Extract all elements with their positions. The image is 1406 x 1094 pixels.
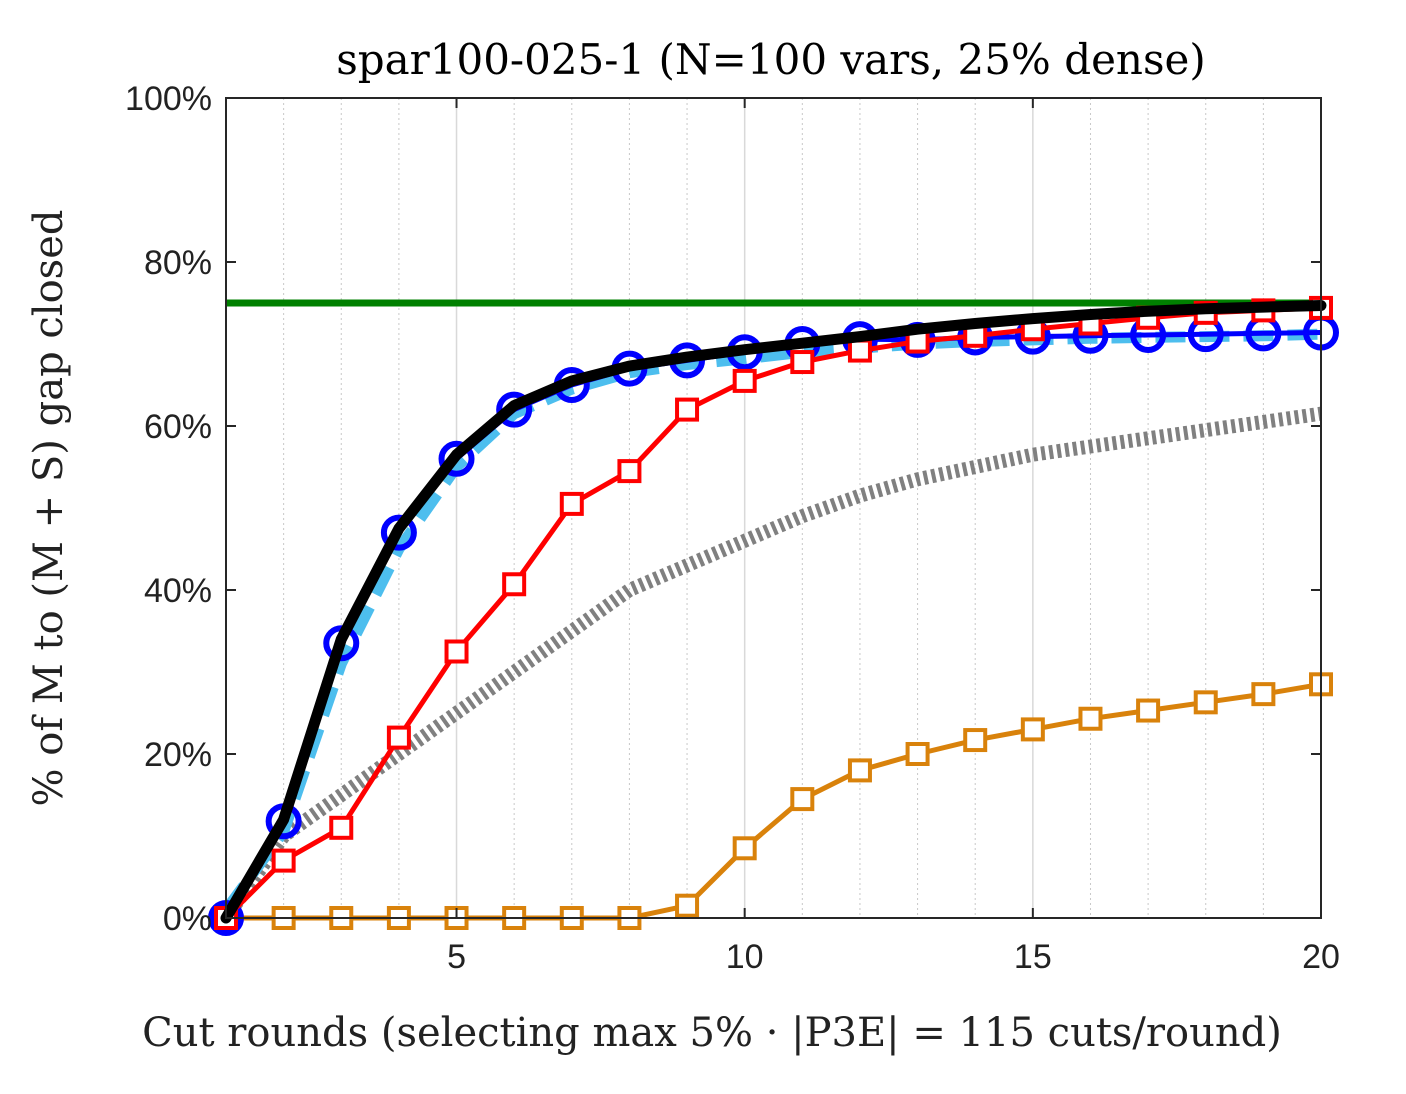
y-axis-label: % of M to (M + S) gap closed (26, 210, 72, 807)
square-marker (1251, 682, 1276, 707)
y-tick-label: 80% (144, 244, 212, 282)
square-marker (444, 639, 469, 664)
x-tick-label: 15 (1014, 938, 1052, 976)
square-marker (502, 572, 527, 597)
square-marker (617, 459, 642, 484)
y-tick-label: 100% (125, 80, 212, 118)
square-marker (732, 836, 757, 861)
square-marker (963, 728, 988, 753)
x-tick-label: 20 (1302, 938, 1340, 976)
plot-frame (225, 97, 1322, 919)
circle-marker (438, 440, 475, 477)
y-tick-label: 60% (144, 408, 212, 446)
y-tick-label: 20% (144, 736, 212, 774)
circle-marker (380, 514, 417, 551)
ticks: 5 10 15 20 0% 20% 40% 60% 80% 100% (125, 80, 1340, 976)
square-marker (386, 725, 411, 750)
square-marker (329, 815, 354, 840)
y-tick-label: 40% (144, 572, 212, 610)
x-axis-label: Cut rounds (selecting max 5% · |P3E| = 1… (142, 1010, 1282, 1056)
circle-marker (496, 391, 533, 428)
series-layer (208, 295, 1339, 936)
y-tick-label: 0% (163, 900, 212, 938)
square-marker (1193, 690, 1218, 715)
chart-title: spar100-025-1 (N=100 vars, 25% dense) (336, 35, 1206, 84)
series-line-gray-dotted-thick (220, 406, 1322, 923)
square-marker (1078, 706, 1103, 731)
square-marker (732, 368, 757, 393)
square-marker (271, 848, 296, 873)
x-tick-label: 10 (726, 938, 764, 976)
series-line-black-solid-thick (220, 300, 1327, 924)
square-marker (675, 893, 700, 918)
series-line-blue-circle (223, 330, 1322, 920)
square-marker (559, 491, 584, 516)
x-tick-label: 5 (447, 938, 466, 976)
square-marker (905, 742, 930, 766)
square-marker (1136, 698, 1161, 723)
square-marker (1020, 717, 1045, 742)
square-marker (847, 338, 872, 363)
grid (283, 98, 1264, 918)
square-marker (790, 787, 815, 812)
square-marker (675, 397, 700, 422)
square-marker (847, 758, 872, 783)
square-marker (790, 350, 815, 375)
